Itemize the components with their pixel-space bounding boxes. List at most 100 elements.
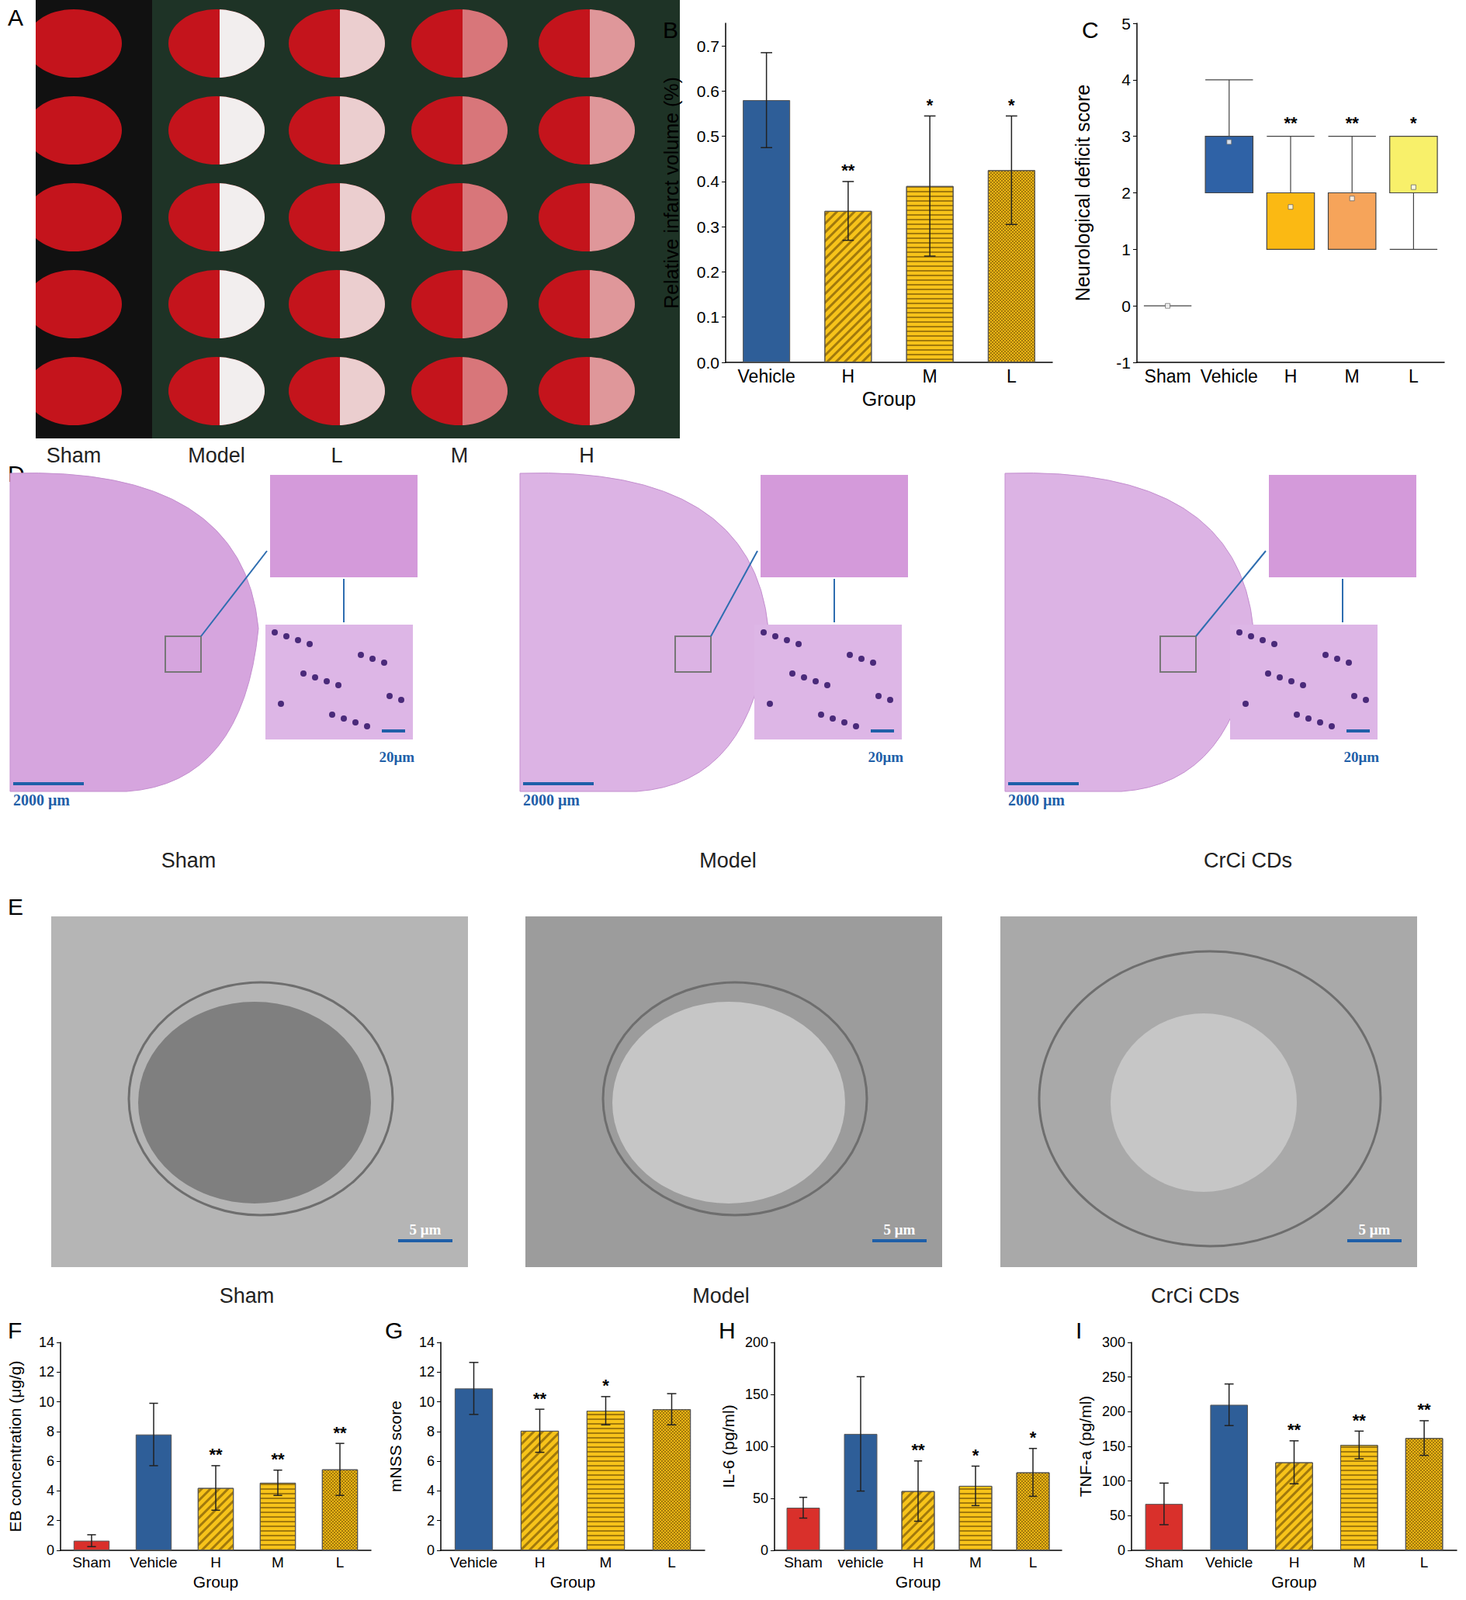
svg-text:3: 3	[1121, 127, 1131, 146]
svg-text:M: M	[969, 1554, 982, 1571]
svg-text:4: 4	[46, 1483, 55, 1499]
svg-text:250: 250	[1102, 1369, 1126, 1386]
svg-text:H: H	[1284, 366, 1298, 387]
svg-text:**: **	[270, 1449, 285, 1470]
svg-text:Vehicle: Vehicle	[129, 1554, 177, 1571]
svg-text:H: H	[534, 1554, 546, 1571]
svg-text:2: 2	[1121, 183, 1131, 202]
svg-text:*: *	[602, 1375, 610, 1396]
svg-text:200: 200	[1102, 1403, 1126, 1420]
svg-text:Group: Group	[1271, 1573, 1317, 1591]
svg-text:M: M	[922, 366, 938, 387]
svg-text:10: 10	[419, 1394, 435, 1411]
svg-text:**: **	[911, 1440, 926, 1460]
svg-text:1: 1	[1121, 240, 1131, 259]
svg-text:Sham: Sham	[1144, 1554, 1184, 1571]
svg-text:Vehicle: Vehicle	[450, 1554, 498, 1571]
svg-text:Sham: Sham	[1144, 366, 1192, 387]
svg-text:IL-6 (pg/ml): IL-6 (pg/ml)	[719, 1404, 738, 1488]
svg-text:0.3: 0.3	[696, 218, 720, 236]
svg-text:8: 8	[46, 1424, 55, 1440]
svg-text:**: **	[533, 1389, 548, 1409]
svg-text:mNSS score: mNSS score	[386, 1400, 405, 1493]
svg-text:5: 5	[1121, 14, 1131, 33]
svg-text:50: 50	[752, 1490, 769, 1507]
svg-text:0.5: 0.5	[696, 127, 720, 146]
svg-text:12: 12	[419, 1364, 435, 1380]
svg-text:Vehicle: Vehicle	[1200, 366, 1259, 387]
svg-text:Group: Group	[895, 1573, 941, 1591]
svg-text:14: 14	[38, 1334, 55, 1351]
svg-text:TNF-a (pg/ml): TNF-a (pg/ml)	[1076, 1396, 1095, 1498]
svg-text:2000 μm: 2000 μm	[13, 791, 70, 810]
svg-text:*: *	[972, 1445, 980, 1466]
svg-text:100: 100	[745, 1438, 769, 1455]
svg-text:150: 150	[1102, 1438, 1126, 1455]
svg-text:**: **	[1283, 113, 1298, 133]
svg-text:2000 μm: 2000 μm	[1008, 791, 1065, 810]
svg-text:200: 200	[745, 1334, 769, 1351]
svg-text:**: **	[332, 1423, 347, 1443]
svg-text:*: *	[1008, 95, 1016, 115]
svg-text:Neurological deficit score: Neurological deficit score	[1071, 84, 1094, 302]
svg-text:**: **	[1352, 1410, 1367, 1431]
svg-text:Group: Group	[550, 1573, 596, 1591]
svg-text:300: 300	[1102, 1334, 1126, 1351]
svg-text:M: M	[1344, 366, 1360, 387]
svg-text:0: 0	[1121, 297, 1131, 316]
svg-text:*: *	[1029, 1427, 1037, 1448]
svg-text:2: 2	[426, 1513, 435, 1529]
svg-text:12: 12	[38, 1364, 55, 1380]
svg-text:5 μm: 5 μm	[409, 1221, 442, 1238]
svg-text:H: H	[210, 1554, 222, 1571]
svg-text:8: 8	[426, 1424, 435, 1440]
svg-text:H: H	[912, 1554, 924, 1571]
svg-text:L: L	[336, 1554, 345, 1571]
svg-text:0.6: 0.6	[696, 82, 720, 101]
svg-text:L: L	[1029, 1554, 1038, 1571]
svg-text:L: L	[1408, 366, 1419, 387]
svg-text:4: 4	[1121, 70, 1131, 89]
svg-text:0: 0	[1117, 1542, 1126, 1559]
svg-text:M: M	[599, 1554, 613, 1571]
svg-text:Vehicle: Vehicle	[738, 366, 796, 387]
svg-text:50: 50	[1109, 1507, 1126, 1524]
svg-text:**: **	[1287, 1420, 1302, 1440]
svg-text:Sham: Sham	[783, 1554, 823, 1571]
svg-text:10: 10	[38, 1394, 55, 1411]
svg-text:5 μm: 5 μm	[883, 1221, 916, 1238]
svg-text:14: 14	[419, 1334, 435, 1351]
svg-text:*: *	[926, 95, 934, 115]
svg-text:0.4: 0.4	[696, 172, 721, 191]
svg-text:150: 150	[745, 1386, 769, 1403]
svg-text:20μm: 20μm	[1343, 748, 1380, 766]
svg-text:L: L	[1006, 366, 1017, 387]
svg-text:Group: Group	[862, 388, 916, 410]
svg-text:6: 6	[426, 1453, 435, 1470]
svg-text:0.1: 0.1	[696, 308, 720, 326]
svg-text:-1: -1	[1115, 353, 1131, 372]
svg-text:*: *	[1410, 113, 1418, 133]
svg-text:L: L	[1420, 1554, 1429, 1571]
svg-text:EB concentration (μg/g): EB concentration (μg/g)	[6, 1360, 25, 1532]
svg-text:2: 2	[46, 1513, 55, 1529]
svg-text:Vehicle: Vehicle	[1205, 1554, 1253, 1571]
svg-text:Relative infarct volume (%): Relative infarct volume (%)	[660, 76, 683, 309]
svg-text:2000 μm: 2000 μm	[523, 791, 580, 810]
svg-text:0.7: 0.7	[696, 37, 720, 56]
svg-text:M: M	[271, 1554, 285, 1571]
svg-text:0.2: 0.2	[696, 263, 720, 281]
svg-text:0: 0	[426, 1542, 435, 1559]
svg-text:5 μm: 5 μm	[1358, 1221, 1391, 1238]
svg-text:**: **	[1417, 1400, 1432, 1420]
svg-text:H: H	[842, 366, 856, 387]
svg-text:**: **	[1345, 113, 1360, 133]
svg-text:vehicle: vehicle	[837, 1554, 884, 1571]
svg-text:M: M	[1352, 1554, 1366, 1571]
svg-text:H: H	[1289, 1554, 1300, 1571]
svg-text:**: **	[841, 160, 856, 181]
svg-text:20μm: 20μm	[867, 748, 904, 766]
svg-text:Group: Group	[193, 1573, 239, 1591]
svg-text:Sham: Sham	[72, 1554, 111, 1571]
svg-text:L: L	[667, 1554, 676, 1571]
